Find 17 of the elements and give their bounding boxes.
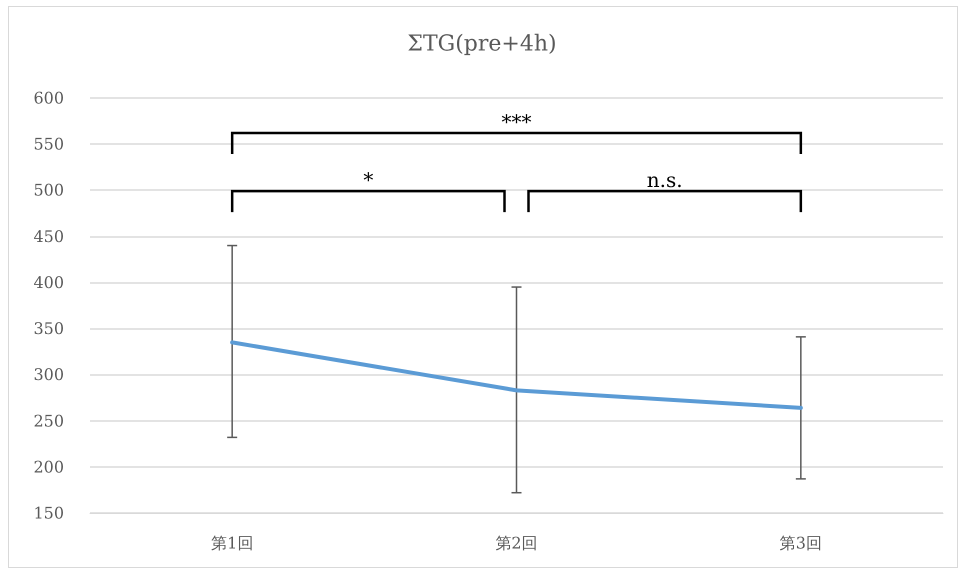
- y-tick-label: 550: [33, 134, 64, 154]
- annotation: *: [363, 168, 374, 192]
- y-tick-label: 350: [33, 319, 64, 338]
- y-tick-label: 450: [33, 226, 64, 246]
- y-tick-label: 600: [33, 88, 64, 108]
- y-tick-label: 150: [33, 504, 64, 522]
- y-tick-label: 200: [33, 457, 64, 476]
- x-tick-label: 第3回: [780, 534, 822, 552]
- x-tick-label: 第1回: [211, 534, 254, 552]
- y-tick-label: 500: [33, 180, 64, 200]
- annotation: ***: [502, 110, 532, 134]
- y-tick-label: 300: [33, 365, 64, 384]
- x-tick-label: 第2回: [495, 534, 538, 552]
- annotation: n.s.: [646, 168, 683, 192]
- y-tick-label: 250: [33, 411, 64, 430]
- chart-title: ΣTG(pre+4h): [407, 32, 557, 56]
- y-tick-label: 400: [33, 272, 64, 292]
